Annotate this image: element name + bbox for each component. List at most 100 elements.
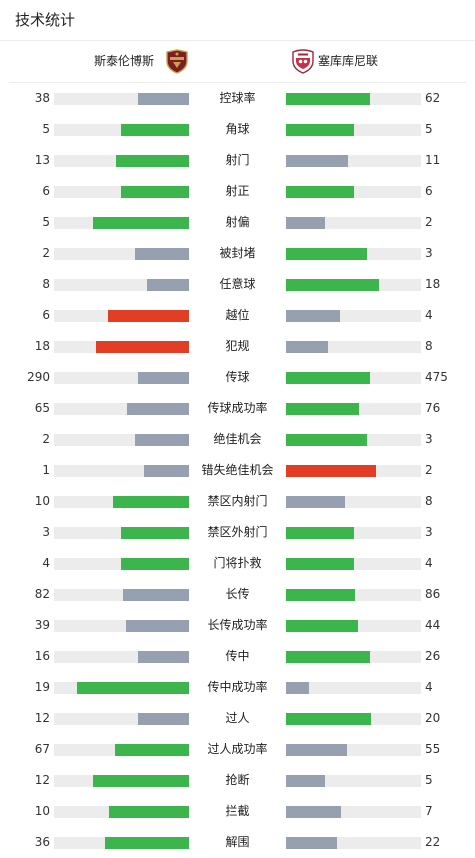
home-stat-value: 5: [42, 215, 50, 229]
home-stat-bar: [93, 217, 189, 229]
away-stat-bar-track: [286, 713, 421, 725]
home-stat-bar-track: [54, 713, 189, 725]
home-stat-value: 38: [34, 91, 50, 105]
stat-label: 传球成功率: [207, 401, 268, 415]
home-stat-bar: [135, 248, 189, 260]
away-stat-bar-track: [286, 434, 421, 446]
home-stat-bar-track: [54, 620, 189, 632]
home-stat-bar-track: [54, 651, 189, 663]
home-stat-bar: [126, 620, 189, 632]
away-stat-bar-track: [286, 682, 421, 694]
home-stat-bar: [147, 279, 189, 291]
away-team-name[interactable]: 塞库库尼联: [318, 54, 379, 68]
home-stat-value: 12: [34, 711, 50, 725]
away-stat-bar-track: [286, 93, 421, 105]
home-stat-bar-track: [54, 434, 189, 446]
stat-row: 18 犯规 8: [0, 331, 475, 362]
stat-label: 控球率: [219, 91, 256, 105]
away-stat-bar: [286, 403, 359, 415]
home-stat-bar: [108, 310, 189, 322]
home-stat-value: 6: [42, 184, 50, 198]
home-stat-value: 2: [42, 432, 50, 446]
away-stat-value: 3: [425, 246, 433, 260]
stat-row: 2 绝佳机会 3: [0, 424, 475, 455]
away-stat-bar: [286, 341, 328, 353]
home-stat-bar: [93, 775, 189, 787]
stat-row: 67 过人成功率 55: [0, 734, 475, 765]
away-stat-bar-track: [286, 124, 421, 136]
stat-row: 3 禁区外射门 3: [0, 517, 475, 548]
stat-row: 8 任意球 18: [0, 269, 475, 300]
stat-row: 13 射门 11: [0, 145, 475, 176]
home-team-name[interactable]: 斯泰伦博斯: [93, 54, 154, 68]
stat-row: 1 错失绝佳机会 2: [0, 455, 475, 486]
away-stat-bar: [286, 837, 337, 849]
stat-label: 长传: [225, 587, 250, 601]
away-stat-value: 76: [425, 401, 441, 415]
away-stat-value: 86: [425, 587, 441, 601]
away-stat-bar: [286, 434, 367, 446]
stat-label: 长传成功率: [207, 618, 268, 632]
home-stat-bar: [115, 744, 189, 756]
stat-label: 射门: [225, 153, 250, 167]
away-stat-bar: [286, 217, 325, 229]
home-stat-bar-track: [54, 217, 189, 229]
stat-label: 传中: [225, 649, 250, 663]
away-stat-bar: [286, 124, 354, 136]
home-stat-bar: [121, 186, 189, 198]
away-stat-value: 8: [425, 339, 433, 353]
home-stat-value: 13: [34, 153, 50, 167]
stat-row: 6 越位 4: [0, 300, 475, 331]
stat-label: 犯规: [225, 339, 250, 353]
home-stat-bar-track: [54, 124, 189, 136]
home-stat-bar-track: [54, 806, 189, 818]
stat-label: 射偏: [225, 215, 250, 229]
stat-row: 39 长传成功率 44: [0, 610, 475, 641]
away-stat-value: 5: [425, 122, 433, 136]
home-stat-bar-track: [54, 155, 189, 167]
stat-label: 射正: [225, 184, 250, 198]
home-stat-value: 36: [34, 835, 50, 849]
away-stat-bar: [286, 496, 345, 508]
home-stat-bar: [138, 372, 189, 384]
away-stat-bar: [286, 279, 379, 291]
away-stat-bar: [286, 806, 341, 818]
away-stat-bar-track: [286, 155, 421, 167]
sekhukhune-badge-icon[interactable]: [291, 49, 315, 74]
stat-row: 65 传球成功率 76: [0, 393, 475, 424]
stat-label: 解围: [225, 835, 250, 849]
stat-row: 2 被封堵 3: [0, 238, 475, 269]
home-stat-value: 8: [42, 277, 50, 291]
home-stat-value: 5: [42, 122, 50, 136]
home-stat-bar-track: [54, 775, 189, 787]
away-stat-bar: [286, 744, 347, 756]
stat-row: 4 门将扑救 4: [0, 548, 475, 579]
home-stat-bar: [77, 682, 189, 694]
home-stat-value: 290: [27, 370, 50, 384]
home-stat-bar-track: [54, 93, 189, 105]
home-stat-bar: [121, 124, 189, 136]
away-stat-value: 11: [425, 153, 441, 167]
home-stat-bar-track: [54, 310, 189, 322]
stat-row: 5 射偏 2: [0, 207, 475, 238]
home-stat-bar: [113, 496, 189, 508]
away-stat-bar: [286, 465, 376, 477]
stellenbosch-badge-icon[interactable]: [165, 49, 189, 74]
away-stat-bar: [286, 713, 371, 725]
away-stat-bar: [286, 775, 325, 787]
home-stat-bar-track: [54, 744, 189, 756]
away-stat-value: 5: [425, 773, 433, 787]
away-stat-value: 475: [425, 370, 448, 384]
stat-label: 越位: [225, 308, 250, 322]
away-stat-bar: [286, 310, 340, 322]
home-stat-bar: [109, 806, 189, 818]
stat-label: 过人: [225, 711, 250, 725]
home-stat-bar: [105, 837, 189, 849]
stat-label: 任意球: [219, 277, 256, 291]
away-stat-bar-track: [286, 186, 421, 198]
stat-row: 290 传球 475: [0, 362, 475, 393]
home-stat-value: 12: [34, 773, 50, 787]
away-stat-bar-track: [286, 310, 421, 322]
away-stat-value: 6: [425, 184, 433, 198]
away-stat-bar: [286, 93, 370, 105]
